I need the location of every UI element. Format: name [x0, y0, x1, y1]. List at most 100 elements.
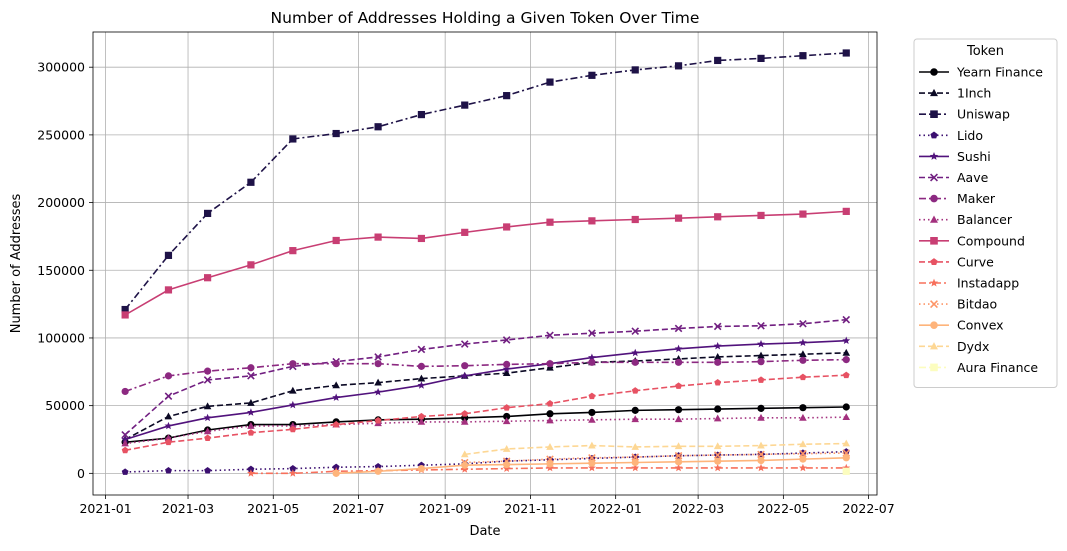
data-point-bitdao [631, 453, 640, 461]
data-point-balancer [417, 417, 426, 425]
data-point-aave [164, 392, 173, 400]
data-point-uniswap [289, 135, 297, 143]
data-point-maker [799, 356, 807, 364]
data-point-yearn-finance [714, 405, 722, 413]
data-point-maker [417, 362, 426, 370]
data-point-maker [289, 360, 297, 368]
data-point-maker [332, 360, 340, 368]
data-point-balancer [546, 416, 554, 424]
data-point-instadapp [587, 463, 596, 472]
legend-item-curve: Curve [919, 254, 994, 269]
legend-label: Convex [957, 318, 1004, 333]
legend-item-compound: Compound [919, 233, 1025, 248]
y-tick-label: 300000 [37, 60, 85, 75]
data-point-convex [461, 461, 469, 469]
data-point-lido [374, 462, 382, 470]
data-point-uniswap [121, 305, 129, 314]
legend-swatch-marker [930, 363, 938, 372]
legend-item-sushi: Sushi [919, 149, 991, 164]
y-tick-label: 50000 [45, 398, 85, 413]
data-point-convex [757, 456, 765, 465]
data-point-convex [714, 457, 722, 465]
data-point-curve [799, 373, 807, 381]
legend-label: Instadapp [957, 276, 1019, 291]
data-point-1inch [203, 402, 212, 410]
series-line-1inch [124, 352, 847, 441]
data-point-instadapp [842, 463, 851, 472]
data-point-dydx [674, 442, 683, 450]
data-point-curve [121, 446, 129, 454]
data-point-balancer [631, 415, 640, 423]
legend-item-convex: Convex [919, 318, 1004, 333]
data-point-maker [631, 358, 639, 366]
legend-label: Aave [957, 170, 989, 185]
data-point-balancer [502, 417, 511, 425]
x-tick-label: 2021-09 [419, 501, 471, 516]
data-point-sushi [757, 339, 765, 348]
data-point-maker [203, 367, 212, 375]
series-line-curve [124, 374, 847, 452]
data-point-curve [289, 425, 297, 433]
legend-swatch-marker [930, 300, 938, 309]
data-point-aave [374, 353, 382, 361]
series-balancer [121, 413, 851, 447]
legend-title: Token [966, 44, 1004, 59]
series-line-dydx [464, 442, 847, 456]
series-line-maker [124, 358, 847, 393]
data-point-1inch [757, 351, 765, 359]
data-point-compound [164, 286, 173, 294]
data-point-compound [714, 213, 722, 221]
x-tick-label: 2021-03 [162, 501, 214, 516]
data-point-uniswap [631, 66, 639, 74]
data-point-1inch [502, 369, 511, 377]
data-point-curve [675, 382, 682, 389]
data-point-uniswap [546, 78, 554, 86]
data-point-uniswap [164, 251, 173, 259]
data-point-compound [842, 207, 850, 215]
data-point-1inch [332, 381, 340, 389]
data-point-bitdao [588, 453, 596, 462]
data-point-dydx [460, 450, 469, 458]
legend-swatch-marker [930, 173, 938, 182]
data-point-compound [417, 234, 426, 243]
data-point-convex [588, 459, 596, 467]
data-point-compound [121, 311, 129, 319]
data-point-uniswap [247, 178, 255, 186]
data-point-instadapp [631, 463, 640, 472]
data-point-aave [546, 331, 554, 340]
data-point-1inch [842, 348, 851, 356]
data-point-maker [503, 360, 511, 368]
data-point-1inch [713, 352, 722, 360]
data-point-aave [502, 336, 511, 344]
legend-swatch-marker [929, 278, 939, 287]
legend-label: Balancer [957, 212, 1013, 227]
legend-label: Compound [957, 233, 1025, 248]
data-point-convex [674, 458, 683, 466]
data-point-maker [121, 387, 129, 396]
data-point-maker [164, 372, 173, 380]
legend-item-yearn-finance: Yearn Finance [919, 65, 1043, 80]
legend-item-instadapp: Instadapp [919, 276, 1019, 291]
y-axis: 0 50000 100000 150000 200000 250000 300000 [37, 60, 93, 481]
data-point-compound [674, 214, 683, 222]
data-point-convex [546, 460, 554, 468]
data-point-maker [247, 364, 255, 372]
data-point-uniswap [503, 92, 511, 100]
data-point-convex [799, 455, 807, 463]
data-point-compound [631, 215, 639, 224]
data-point-yearn-finance [757, 404, 765, 412]
data-point-uniswap [461, 101, 469, 109]
data-point-dydx [502, 445, 511, 452]
data-point-curve [842, 371, 850, 379]
data-point-bitdao [757, 450, 765, 459]
data-point-curve [247, 429, 255, 436]
data-point-uniswap [203, 209, 212, 218]
data-point-compound [289, 247, 297, 255]
data-point-aura-finance [842, 467, 850, 475]
legend-label: Curve [957, 254, 994, 269]
data-point-dydx [799, 440, 807, 448]
legend-frame [913, 38, 1058, 388]
data-point-curve [461, 410, 469, 417]
series-convex [332, 454, 850, 477]
